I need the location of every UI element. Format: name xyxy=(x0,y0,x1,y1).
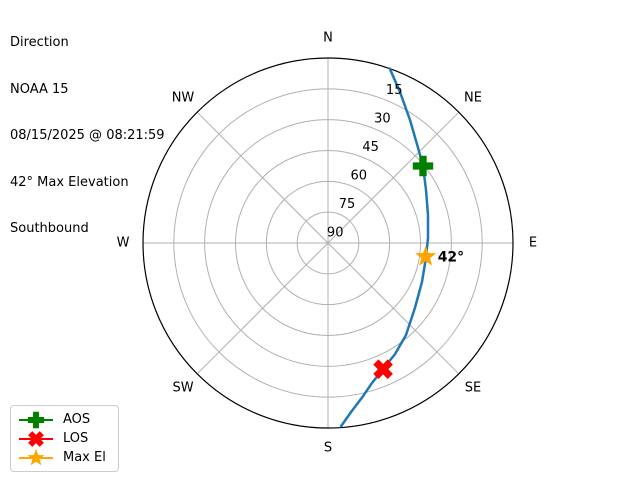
elevation-tick-30: 30 xyxy=(374,111,391,126)
los-x-icon xyxy=(19,430,53,447)
compass-label-sw: SW xyxy=(172,381,193,396)
compass-label-nw: NW xyxy=(172,91,195,106)
azimuth-spoke-se xyxy=(327,242,460,375)
legend: AOS LOS Max El xyxy=(10,405,119,472)
pass-info-direction: Direction xyxy=(10,35,69,50)
legend-marker-shape xyxy=(28,430,44,447)
compass-label-n: N xyxy=(323,31,333,46)
compass-label-ne: NE xyxy=(464,91,482,106)
legend-marker-shape xyxy=(27,448,45,465)
pass-info-timestamp: 08/15/2025 @ 08:21:59 xyxy=(10,128,165,143)
aos-plus-icon xyxy=(19,411,53,428)
legend-item-los: LOS xyxy=(17,429,106,448)
elevation-tick-75: 75 xyxy=(339,197,356,212)
pass-info-satellite: NOAA 15 xyxy=(10,81,69,97)
compass-label-w: W xyxy=(117,236,130,251)
compass-label-s: S xyxy=(324,441,332,456)
elevation-tick-90: 90 xyxy=(327,225,344,240)
horizon-circle xyxy=(142,57,514,429)
legend-label-aos: AOS xyxy=(63,412,91,427)
legend-marker-shape xyxy=(27,411,45,428)
pass-info-max-elevation: 42° Max Elevation xyxy=(10,174,129,190)
legend-item-maxel: Max El xyxy=(17,448,106,467)
pass-info-heading: Southbound xyxy=(10,221,89,236)
compass-label-e: E xyxy=(529,236,537,251)
max-el-annotation: 42° xyxy=(438,250,464,266)
los-marker xyxy=(373,359,393,380)
elevation-tick-45: 45 xyxy=(362,140,379,155)
elevation-tick-60: 60 xyxy=(351,168,368,183)
azimuth-spoke-nw xyxy=(196,111,329,244)
legend-item-aos: AOS xyxy=(17,410,106,429)
compass-label-se: SE xyxy=(465,381,481,396)
azimuth-spoke-ne xyxy=(327,111,460,244)
max-el-marker xyxy=(415,245,437,266)
azimuth-spoke-sw xyxy=(196,242,329,375)
max-el-star-icon xyxy=(19,448,53,465)
satellite-track xyxy=(339,67,430,428)
legend-label-los: LOS xyxy=(63,431,89,446)
legend-label-maxel: Max El xyxy=(63,450,106,465)
pass-info: Direction NOAA 15 08/15/2025 @ 08:21:59 … xyxy=(10,4,165,252)
aos-marker xyxy=(412,155,434,177)
elevation-tick-15: 15 xyxy=(386,83,403,98)
